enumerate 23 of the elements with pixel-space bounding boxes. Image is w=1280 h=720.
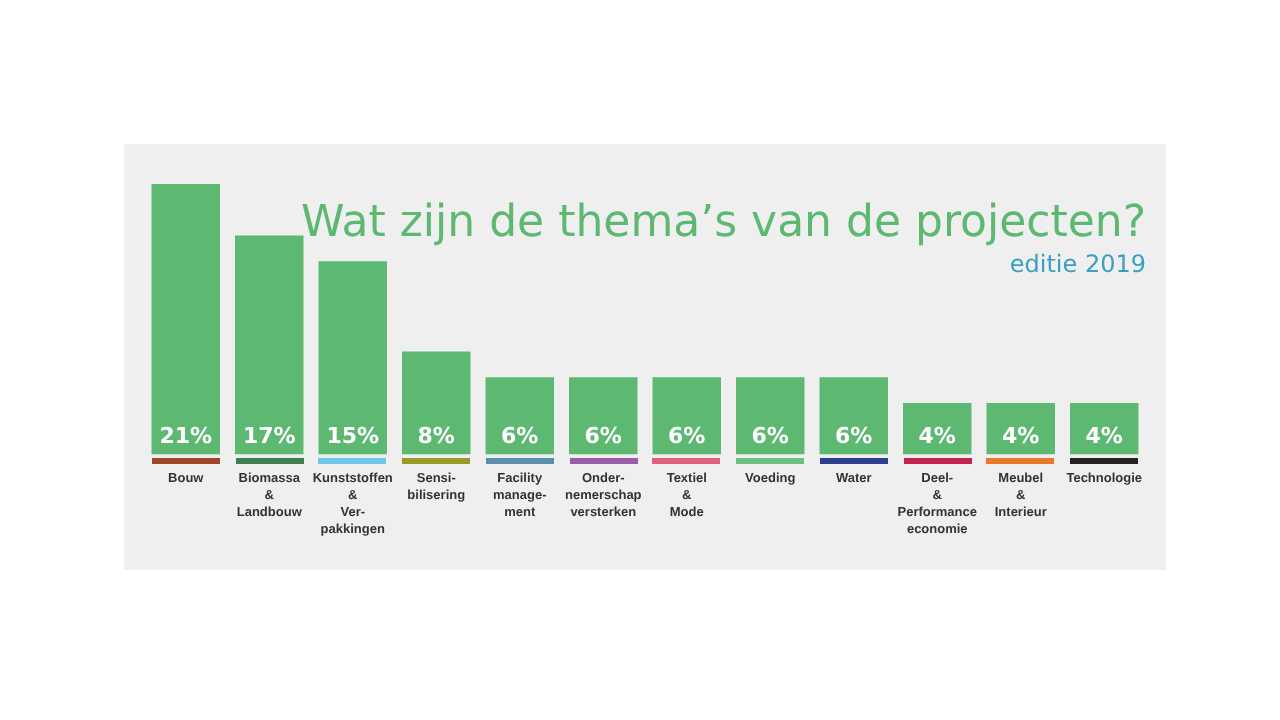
- bar: [485, 377, 554, 455]
- bar: [652, 377, 721, 455]
- data-label: 6%: [501, 423, 539, 450]
- text: editie 2019: [1009, 250, 1146, 278]
- bar: [569, 377, 638, 455]
- data-label: 4%: [1002, 423, 1040, 450]
- bar: [736, 377, 805, 455]
- data-label: 4%: [918, 423, 956, 450]
- data-label: 8%: [417, 423, 455, 450]
- data-label: 17%: [242, 423, 296, 450]
- bar: [819, 377, 888, 455]
- data-label: 6%: [751, 423, 789, 450]
- bar: [151, 184, 220, 455]
- data-label: 6%: [584, 423, 622, 450]
- bar: [235, 235, 304, 455]
- bar: [318, 261, 387, 455]
- data-label: 21%: [159, 423, 213, 450]
- data-label: 6%: [668, 423, 706, 450]
- bar: [402, 351, 471, 455]
- data-label: 15%: [326, 423, 380, 450]
- data-label: 4%: [1085, 423, 1123, 450]
- chart-title: Wat zijn de thema’s van de projecten?: [300, 198, 1146, 248]
- data-label: 6%: [835, 423, 873, 450]
